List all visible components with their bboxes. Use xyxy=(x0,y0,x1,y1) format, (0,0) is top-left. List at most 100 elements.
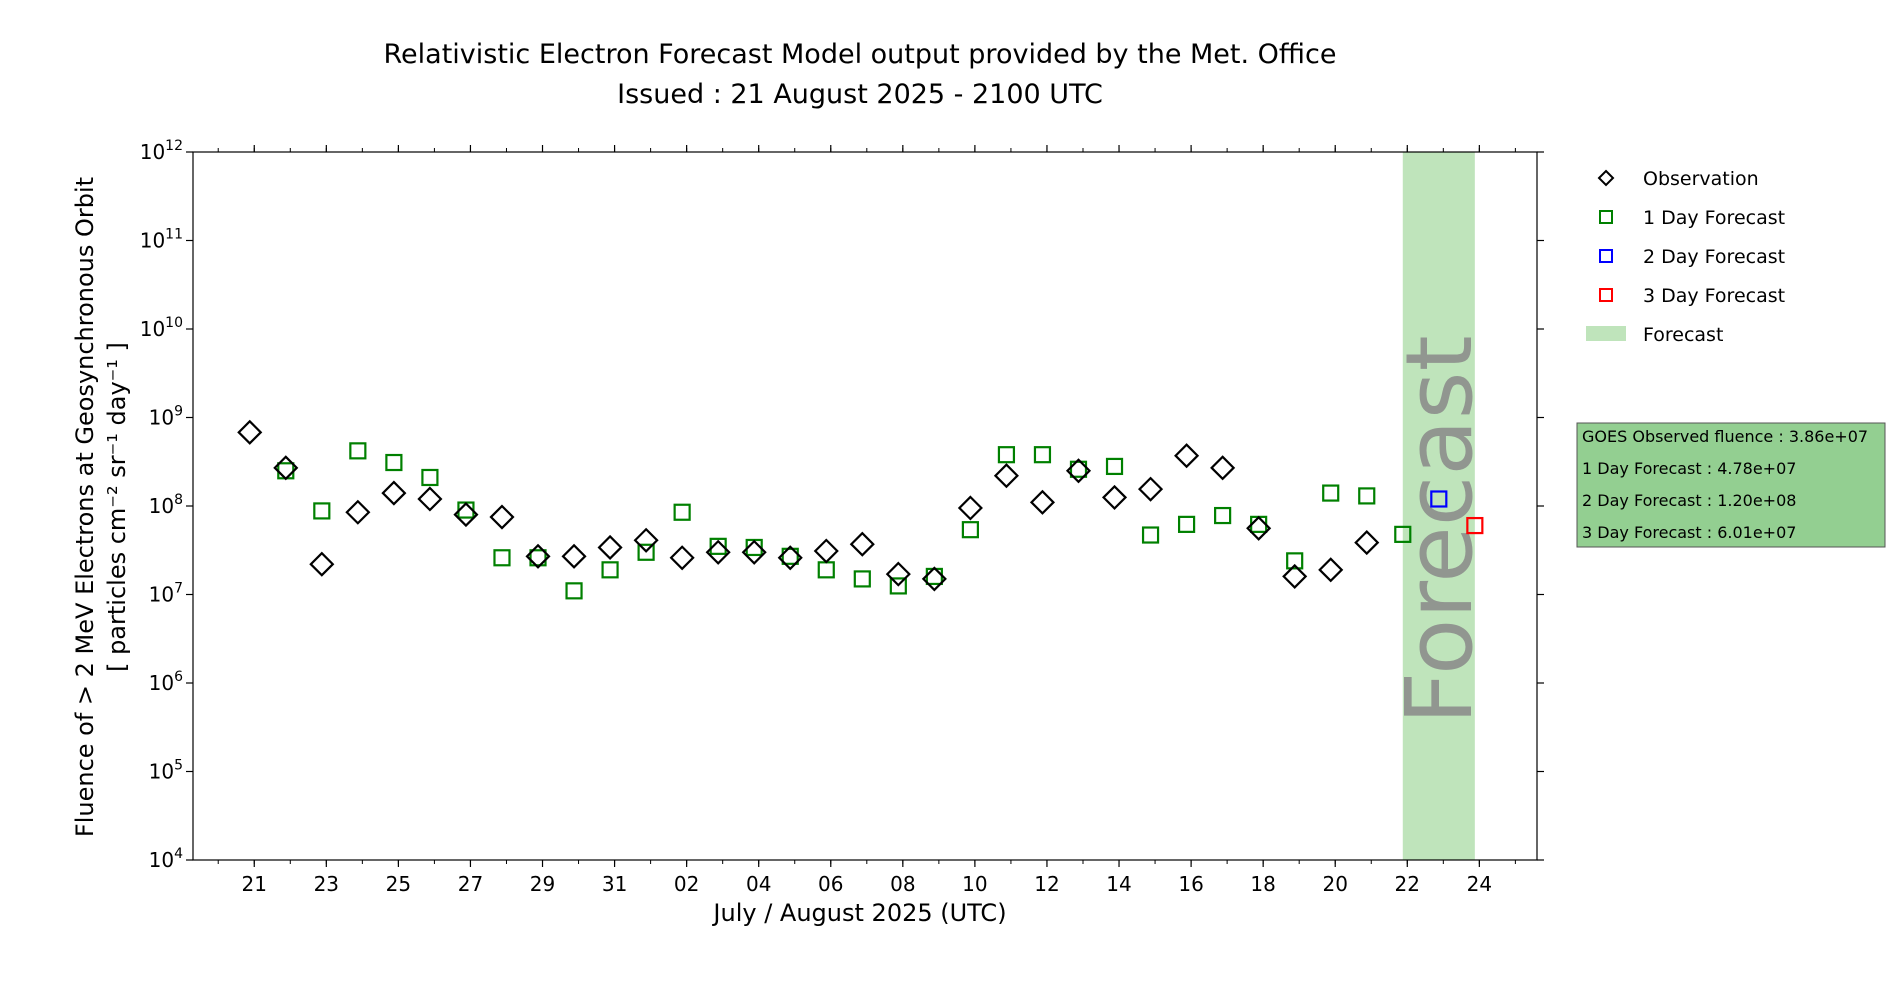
y-axis-label-line1: Fluence of > 2 MeV Electrons at Geosynch… xyxy=(71,177,99,837)
legend-label-observation: Observation xyxy=(1643,168,1759,190)
y-tick-label: 107 xyxy=(149,581,183,607)
1-day-forecast-point xyxy=(709,537,727,555)
1-day-forecast-point xyxy=(925,567,943,586)
observation-point xyxy=(597,534,623,561)
x-tick-label: 20 xyxy=(1322,872,1347,896)
observation-point xyxy=(777,545,803,571)
1-day-forecast-point xyxy=(385,453,403,472)
marks-layer xyxy=(237,419,1484,600)
x-tick-label: 24 xyxy=(1467,872,1492,896)
y-tick-label: 105 xyxy=(149,758,183,784)
legend-label-forecast: Forecast xyxy=(1643,324,1723,346)
observation-point xyxy=(921,566,947,592)
1-day-forecast-point xyxy=(529,549,547,567)
x-tick-label: 04 xyxy=(746,872,771,896)
observation-point xyxy=(741,539,767,565)
1-day-forecast-point xyxy=(1141,526,1160,544)
1-day-forecast-point xyxy=(1069,460,1088,478)
forecast-info-box: GOES Observed fluence : 3.86e+07 1 Day Fo… xyxy=(1576,422,1886,548)
observation-point xyxy=(309,551,335,577)
x-tick-label: 23 xyxy=(314,872,339,896)
1-day-forecast-point xyxy=(601,561,619,579)
legend-swatch-3-day-forecast xyxy=(1599,288,1613,302)
x-tick-label: 12 xyxy=(1034,872,1059,896)
observation-point xyxy=(813,538,839,564)
x-tick-label: 08 xyxy=(890,872,915,896)
2-day-forecast-point xyxy=(1430,490,1448,508)
x-tick-label: 10 xyxy=(962,872,987,896)
1-day-forecast-point xyxy=(781,547,799,565)
observation-point xyxy=(885,561,911,587)
1-day-forecast-point xyxy=(1033,446,1052,464)
x-tick-label: 21 xyxy=(242,872,267,896)
x-tick-label: 18 xyxy=(1250,872,1275,896)
x-tick-label: 14 xyxy=(1106,872,1131,896)
observation-point xyxy=(561,543,587,569)
observation-point xyxy=(1246,515,1272,541)
1-day-forecast-point xyxy=(853,570,871,588)
1-day-forecast-point xyxy=(1286,552,1304,570)
x-tick-label: 02 xyxy=(674,872,699,896)
legend-label-1-day-forecast: 1 Day Forecast xyxy=(1643,207,1785,229)
observation-point xyxy=(993,463,1019,489)
1-day-forecast-point xyxy=(1214,506,1232,525)
observation-point xyxy=(345,499,371,525)
chart-title: Relativistic Electron Forecast Model out… xyxy=(384,39,1337,70)
1-day-forecast-point xyxy=(313,502,331,520)
1-day-forecast-point xyxy=(565,582,583,600)
observation-point xyxy=(849,531,875,557)
1-day-forecast-point xyxy=(1394,525,1412,543)
y-tick-label: 109 xyxy=(149,404,183,430)
forecast-watermark: Forecast xyxy=(1386,335,1493,724)
x-axis-label: July / August 2025 (UTC) xyxy=(711,899,1006,927)
observation-point xyxy=(417,486,443,512)
1-day-forecast-point xyxy=(997,446,1016,464)
observation-point xyxy=(1137,476,1164,502)
1-day-forecast-point xyxy=(349,442,367,460)
info-box-line: 3 Day Forecast : 6.01e+07 xyxy=(1582,523,1796,542)
1-day-forecast-point xyxy=(673,503,691,521)
observation-point xyxy=(525,543,551,569)
observation-point xyxy=(1029,489,1056,515)
ticks-layer: 21 23 25 27 29 31 02 04 06 08 10 12 14 16 18 20 22 241041… xyxy=(140,138,1544,896)
y-tick-label: 106 xyxy=(149,669,183,695)
x-tick-label: 29 xyxy=(530,872,555,896)
1-day-forecast-point xyxy=(277,462,295,480)
plot-frame xyxy=(192,151,1538,861)
observation-point xyxy=(453,502,479,528)
y-tick-label: 104 xyxy=(149,846,183,872)
observation-point xyxy=(1318,557,1344,583)
1-day-forecast-point xyxy=(493,549,511,567)
observation-point xyxy=(957,495,983,521)
legend-label-2-day-forecast: 2 Day Forecast xyxy=(1643,246,1785,268)
legend-label-3-day-forecast: 3 Day Forecast xyxy=(1643,285,1785,307)
observation-point xyxy=(237,419,263,445)
1-day-forecast-point xyxy=(421,468,439,487)
x-tick-label: 16 xyxy=(1178,872,1203,896)
y-axis-label-line2: [ particles cm⁻² sr⁻¹ day⁻¹ ] xyxy=(103,342,131,672)
3-day-forecast-point xyxy=(1466,516,1484,535)
y-tick-label: 1012 xyxy=(140,138,183,164)
observation-point xyxy=(669,545,695,571)
observation-point xyxy=(489,504,515,530)
info-box-line: 1 Day Forecast : 4.78e+07 xyxy=(1582,459,1796,478)
1-day-forecast-point xyxy=(817,561,835,579)
observation-point xyxy=(381,480,407,506)
observation-point xyxy=(1282,563,1308,589)
y-tick-label: 1011 xyxy=(140,227,183,253)
chart-subtitle: Issued : 21 August 2025 - 2100 UTC xyxy=(617,79,1103,110)
legend-swatch-forecast xyxy=(1586,326,1626,341)
observation-point xyxy=(1210,455,1236,481)
legend-swatch-2-day-forecast xyxy=(1599,249,1613,263)
1-day-forecast-point xyxy=(637,543,655,561)
x-tick-label: 22 xyxy=(1395,872,1420,896)
observation-point xyxy=(273,455,299,481)
x-tick-label: 25 xyxy=(386,872,411,896)
observation-point xyxy=(705,539,731,565)
1-day-forecast-point xyxy=(1250,515,1268,533)
1-day-forecast-point xyxy=(1322,484,1340,502)
legend-swatch-observation xyxy=(1597,169,1615,187)
y-tick-label: 108 xyxy=(149,492,183,518)
info-box-background xyxy=(1576,422,1886,548)
